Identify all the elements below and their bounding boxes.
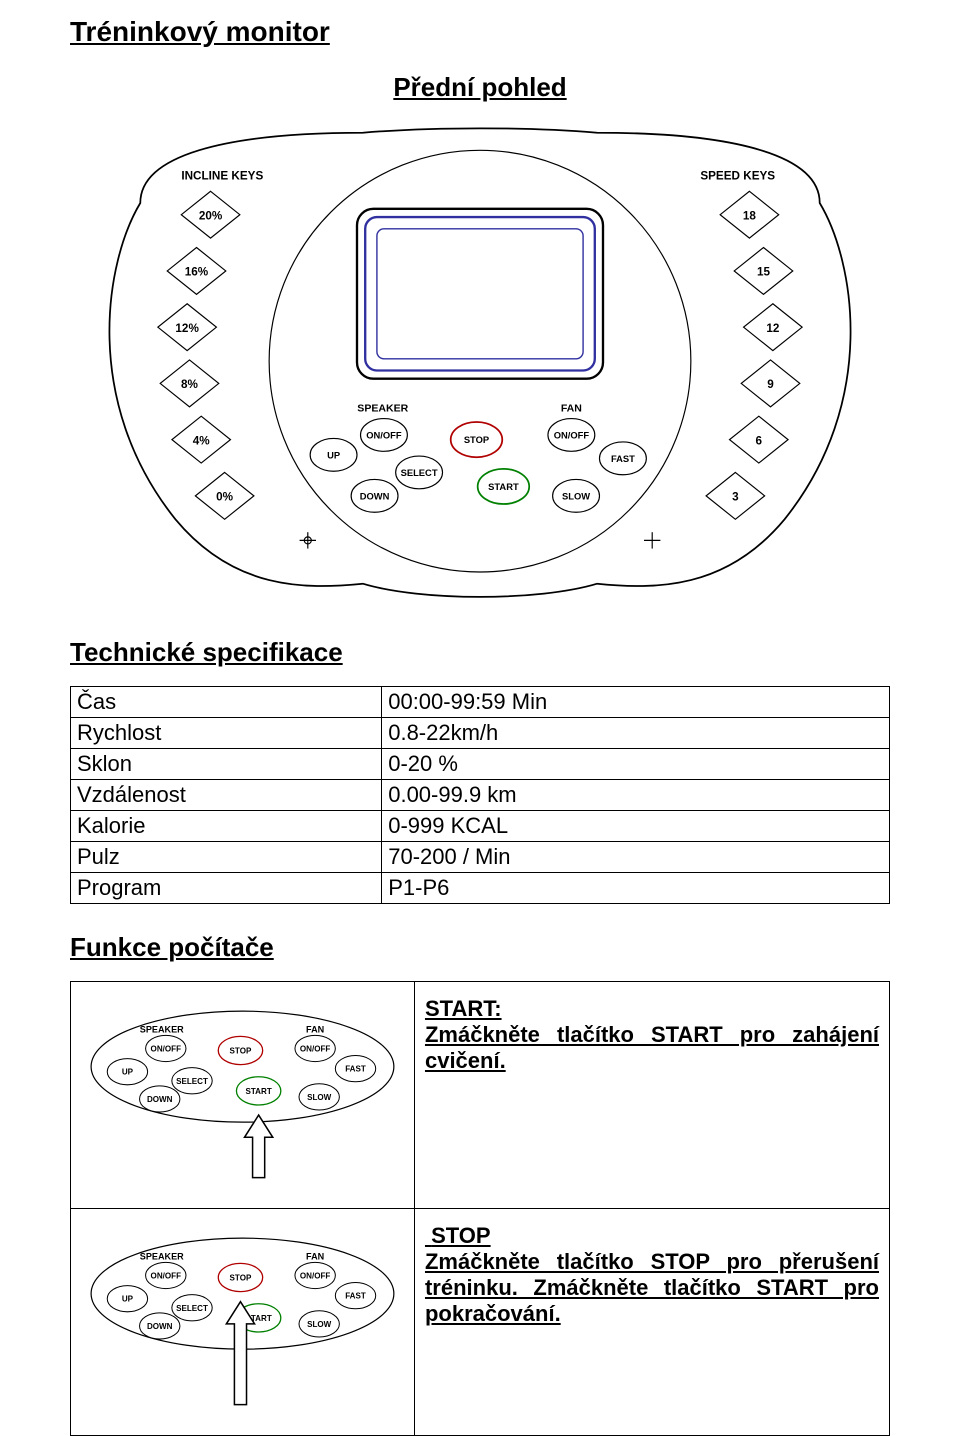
svg-text:STOP: STOP	[230, 1047, 252, 1056]
svg-text:DOWN: DOWN	[147, 1322, 173, 1331]
svg-text:FAST: FAST	[345, 1291, 366, 1300]
incline-key-4[interactable]: 4%	[172, 416, 231, 463]
svg-text:SELECT: SELECT	[176, 1304, 208, 1313]
spec-row-pulse: Pulz70-200 / Min	[71, 842, 890, 873]
function-stop-diagram: SPEAKER FAN UP ON/OFF SELECT DOWN STOP S…	[71, 1208, 415, 1435]
function-row-stop: SPEAKER FAN UP ON/OFF SELECT DOWN STOP S…	[71, 1208, 890, 1435]
svg-text:SLOW: SLOW	[562, 491, 590, 501]
functions-table: SPEAKER FAN UP ON/OFF SELECT DOWN STOP S…	[70, 981, 890, 1436]
function-row-start: SPEAKER FAN UP ON/OFF SELECT DOWN STOP S…	[71, 982, 890, 1209]
svg-text:12: 12	[766, 322, 780, 335]
svg-text:FAST: FAST	[345, 1065, 366, 1074]
svg-text:8%: 8%	[181, 378, 199, 391]
speed-key-3[interactable]: 3	[706, 472, 765, 519]
onoff-left-button[interactable]: ON/OFF	[361, 419, 408, 452]
svg-text:SLOW: SLOW	[307, 1320, 332, 1329]
svg-text:DOWN: DOWN	[147, 1095, 173, 1104]
svg-text:18: 18	[743, 209, 757, 222]
spec-row-program: ProgramP1-P6	[71, 873, 890, 904]
svg-text:9: 9	[767, 378, 774, 391]
incline-key-16[interactable]: 16%	[167, 248, 226, 295]
svg-text:UP: UP	[122, 1068, 134, 1077]
svg-text:FAN: FAN	[306, 1251, 324, 1261]
speed-key-9[interactable]: 9	[741, 360, 800, 407]
svg-text:SELECT: SELECT	[176, 1077, 208, 1086]
speed-key-18[interactable]: 18	[720, 191, 779, 238]
svg-text:ON/OFF: ON/OFF	[366, 430, 402, 440]
incline-key-12[interactable]: 12%	[158, 304, 217, 351]
spec-row-time: Čas00:00-99:59 Min	[71, 687, 890, 718]
page-title: Tréninkový monitor	[70, 16, 890, 48]
speed-keys-group: 18 15 12 9 6 3	[706, 191, 802, 519]
speed-key-15[interactable]: 15	[734, 248, 793, 295]
fast-button[interactable]: FAST	[599, 442, 646, 475]
svg-text:4%: 4%	[193, 434, 211, 447]
speed-keys-label: SPEED KEYS	[700, 170, 775, 183]
svg-text:6: 6	[756, 434, 763, 447]
svg-text:UP: UP	[327, 450, 340, 460]
svg-text:15: 15	[757, 266, 771, 279]
select-button[interactable]: SELECT	[396, 456, 443, 489]
spec-row-speed: Rychlost0.8-22km/h	[71, 718, 890, 749]
incline-key-8[interactable]: 8%	[160, 360, 219, 407]
svg-text:STOP: STOP	[230, 1273, 252, 1282]
arrow-icon	[245, 1115, 273, 1178]
svg-text:SLOW: SLOW	[307, 1093, 332, 1102]
arrow-icon	[226, 1301, 254, 1404]
speed-key-6[interactable]: 6	[730, 416, 789, 463]
monitor-diagram: INCLINE KEYS SPEED KEYS 20% 16% 12% 8% 4…	[70, 121, 890, 613]
svg-text:3: 3	[732, 491, 739, 504]
svg-text:START: START	[488, 482, 519, 492]
incline-key-0[interactable]: 0%	[195, 472, 254, 519]
svg-text:FAN: FAN	[306, 1024, 324, 1034]
incline-key-20[interactable]: 20%	[181, 191, 240, 238]
speaker-label: SPEAKER	[357, 403, 408, 415]
svg-text:ON/OFF: ON/OFF	[151, 1045, 182, 1054]
function-start-text: START: Zmáčkněte tlačítko START pro zahá…	[414, 982, 889, 1209]
function-start-diagram: SPEAKER FAN UP ON/OFF SELECT DOWN STOP S…	[71, 982, 415, 1209]
svg-text:20%: 20%	[199, 209, 223, 222]
incline-keys-label: INCLINE KEYS	[181, 170, 263, 183]
slow-button[interactable]: SLOW	[553, 479, 600, 512]
start-button[interactable]: START	[478, 469, 530, 504]
spec-row-calories: Kalorie0-999 KCAL	[71, 811, 890, 842]
svg-text:16%: 16%	[185, 266, 209, 279]
svg-text:ON/OFF: ON/OFF	[300, 1271, 331, 1280]
svg-text:STOP: STOP	[464, 435, 489, 445]
stop-button[interactable]: STOP	[451, 422, 503, 457]
spec-row-distance: Vzdálenost0.00-99.9 km	[71, 780, 890, 811]
svg-text:SPEAKER: SPEAKER	[140, 1251, 184, 1261]
svg-text:ON/OFF: ON/OFF	[151, 1271, 182, 1280]
fan-label: FAN	[561, 403, 582, 415]
svg-text:ON/OFF: ON/OFF	[300, 1045, 331, 1054]
svg-text:UP: UP	[122, 1294, 134, 1303]
incline-keys-group: 20% 16% 12% 8% 4% 0%	[158, 191, 254, 519]
svg-text:SPEAKER: SPEAKER	[140, 1024, 184, 1034]
down-button[interactable]: DOWN	[351, 479, 398, 512]
subtitle-specs: Technické specifikace	[70, 637, 890, 668]
svg-text:SELECT: SELECT	[401, 468, 438, 478]
spec-row-incline: Sklon0-20 %	[71, 749, 890, 780]
up-button[interactable]: UP	[310, 438, 357, 471]
svg-text:0%: 0%	[216, 491, 234, 504]
subtitle-front-view: Přední pohled	[70, 72, 890, 103]
svg-text:FAST: FAST	[611, 454, 635, 464]
svg-text:DOWN: DOWN	[360, 491, 390, 501]
subtitle-functions: Funkce počítače	[70, 932, 890, 963]
function-stop-text: STOP Zmáčkněte tlačítko STOP pro přeruše…	[414, 1208, 889, 1435]
svg-text:12%: 12%	[175, 322, 199, 335]
onoff-right-button[interactable]: ON/OFF	[548, 419, 595, 452]
svg-text:ON/OFF: ON/OFF	[554, 430, 590, 440]
specs-table: Čas00:00-99:59 Min Rychlost0.8-22km/h Sk…	[70, 686, 890, 904]
svg-text:START: START	[245, 1087, 271, 1096]
speed-key-12[interactable]: 12	[744, 304, 803, 351]
